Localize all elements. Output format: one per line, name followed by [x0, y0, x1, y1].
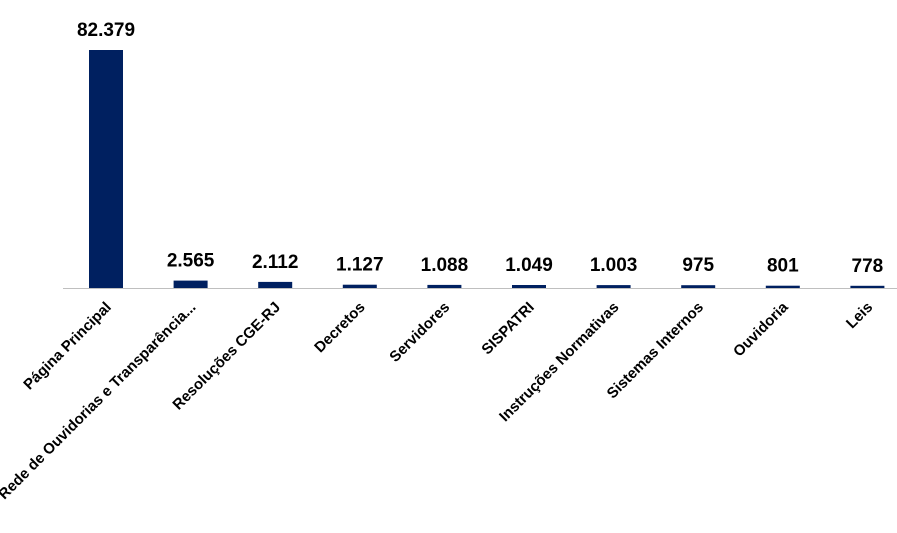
bar-9 — [765, 285, 800, 288]
bars-layer — [89, 50, 885, 288]
bar-1 — [89, 50, 123, 288]
bar-2 — [173, 280, 208, 288]
bar-8 — [681, 285, 716, 288]
value-label-2: 2.565 — [167, 251, 215, 272]
value-label-4: 1.127 — [336, 255, 384, 276]
category-label-5: Servidores — [386, 299, 453, 366]
category-label-4: Decretos — [311, 299, 368, 356]
bar-3 — [258, 281, 293, 288]
category-label-1: Página Principal — [20, 299, 115, 394]
value-label-3: 2.112 — [252, 252, 299, 273]
bar-10 — [850, 285, 885, 288]
bar-6 — [512, 285, 546, 288]
category-label-8: Sistemas Internos — [604, 299, 707, 402]
value-label-8: 975 — [682, 255, 714, 276]
category-label-6: SISPATRI — [478, 299, 537, 358]
value-label-1: 82.379 — [77, 20, 135, 41]
bar-4 — [342, 284, 377, 288]
value-labels-layer: 82.379 2.565 2.112 1.127 1.088 1.049 1.003 975 8… — [77, 20, 883, 277]
category-label-9: Ouvidoria — [730, 298, 792, 360]
bar-5 — [427, 284, 462, 288]
value-label-9: 801 — [767, 256, 799, 277]
value-label-7: 1.003 — [590, 255, 638, 276]
value-label-6: 1.049 — [505, 255, 553, 276]
category-label-10: Leis — [843, 299, 876, 332]
value-label-5: 1.088 — [421, 255, 469, 276]
value-label-10: 778 — [852, 256, 884, 277]
bar-7 — [596, 285, 631, 288]
